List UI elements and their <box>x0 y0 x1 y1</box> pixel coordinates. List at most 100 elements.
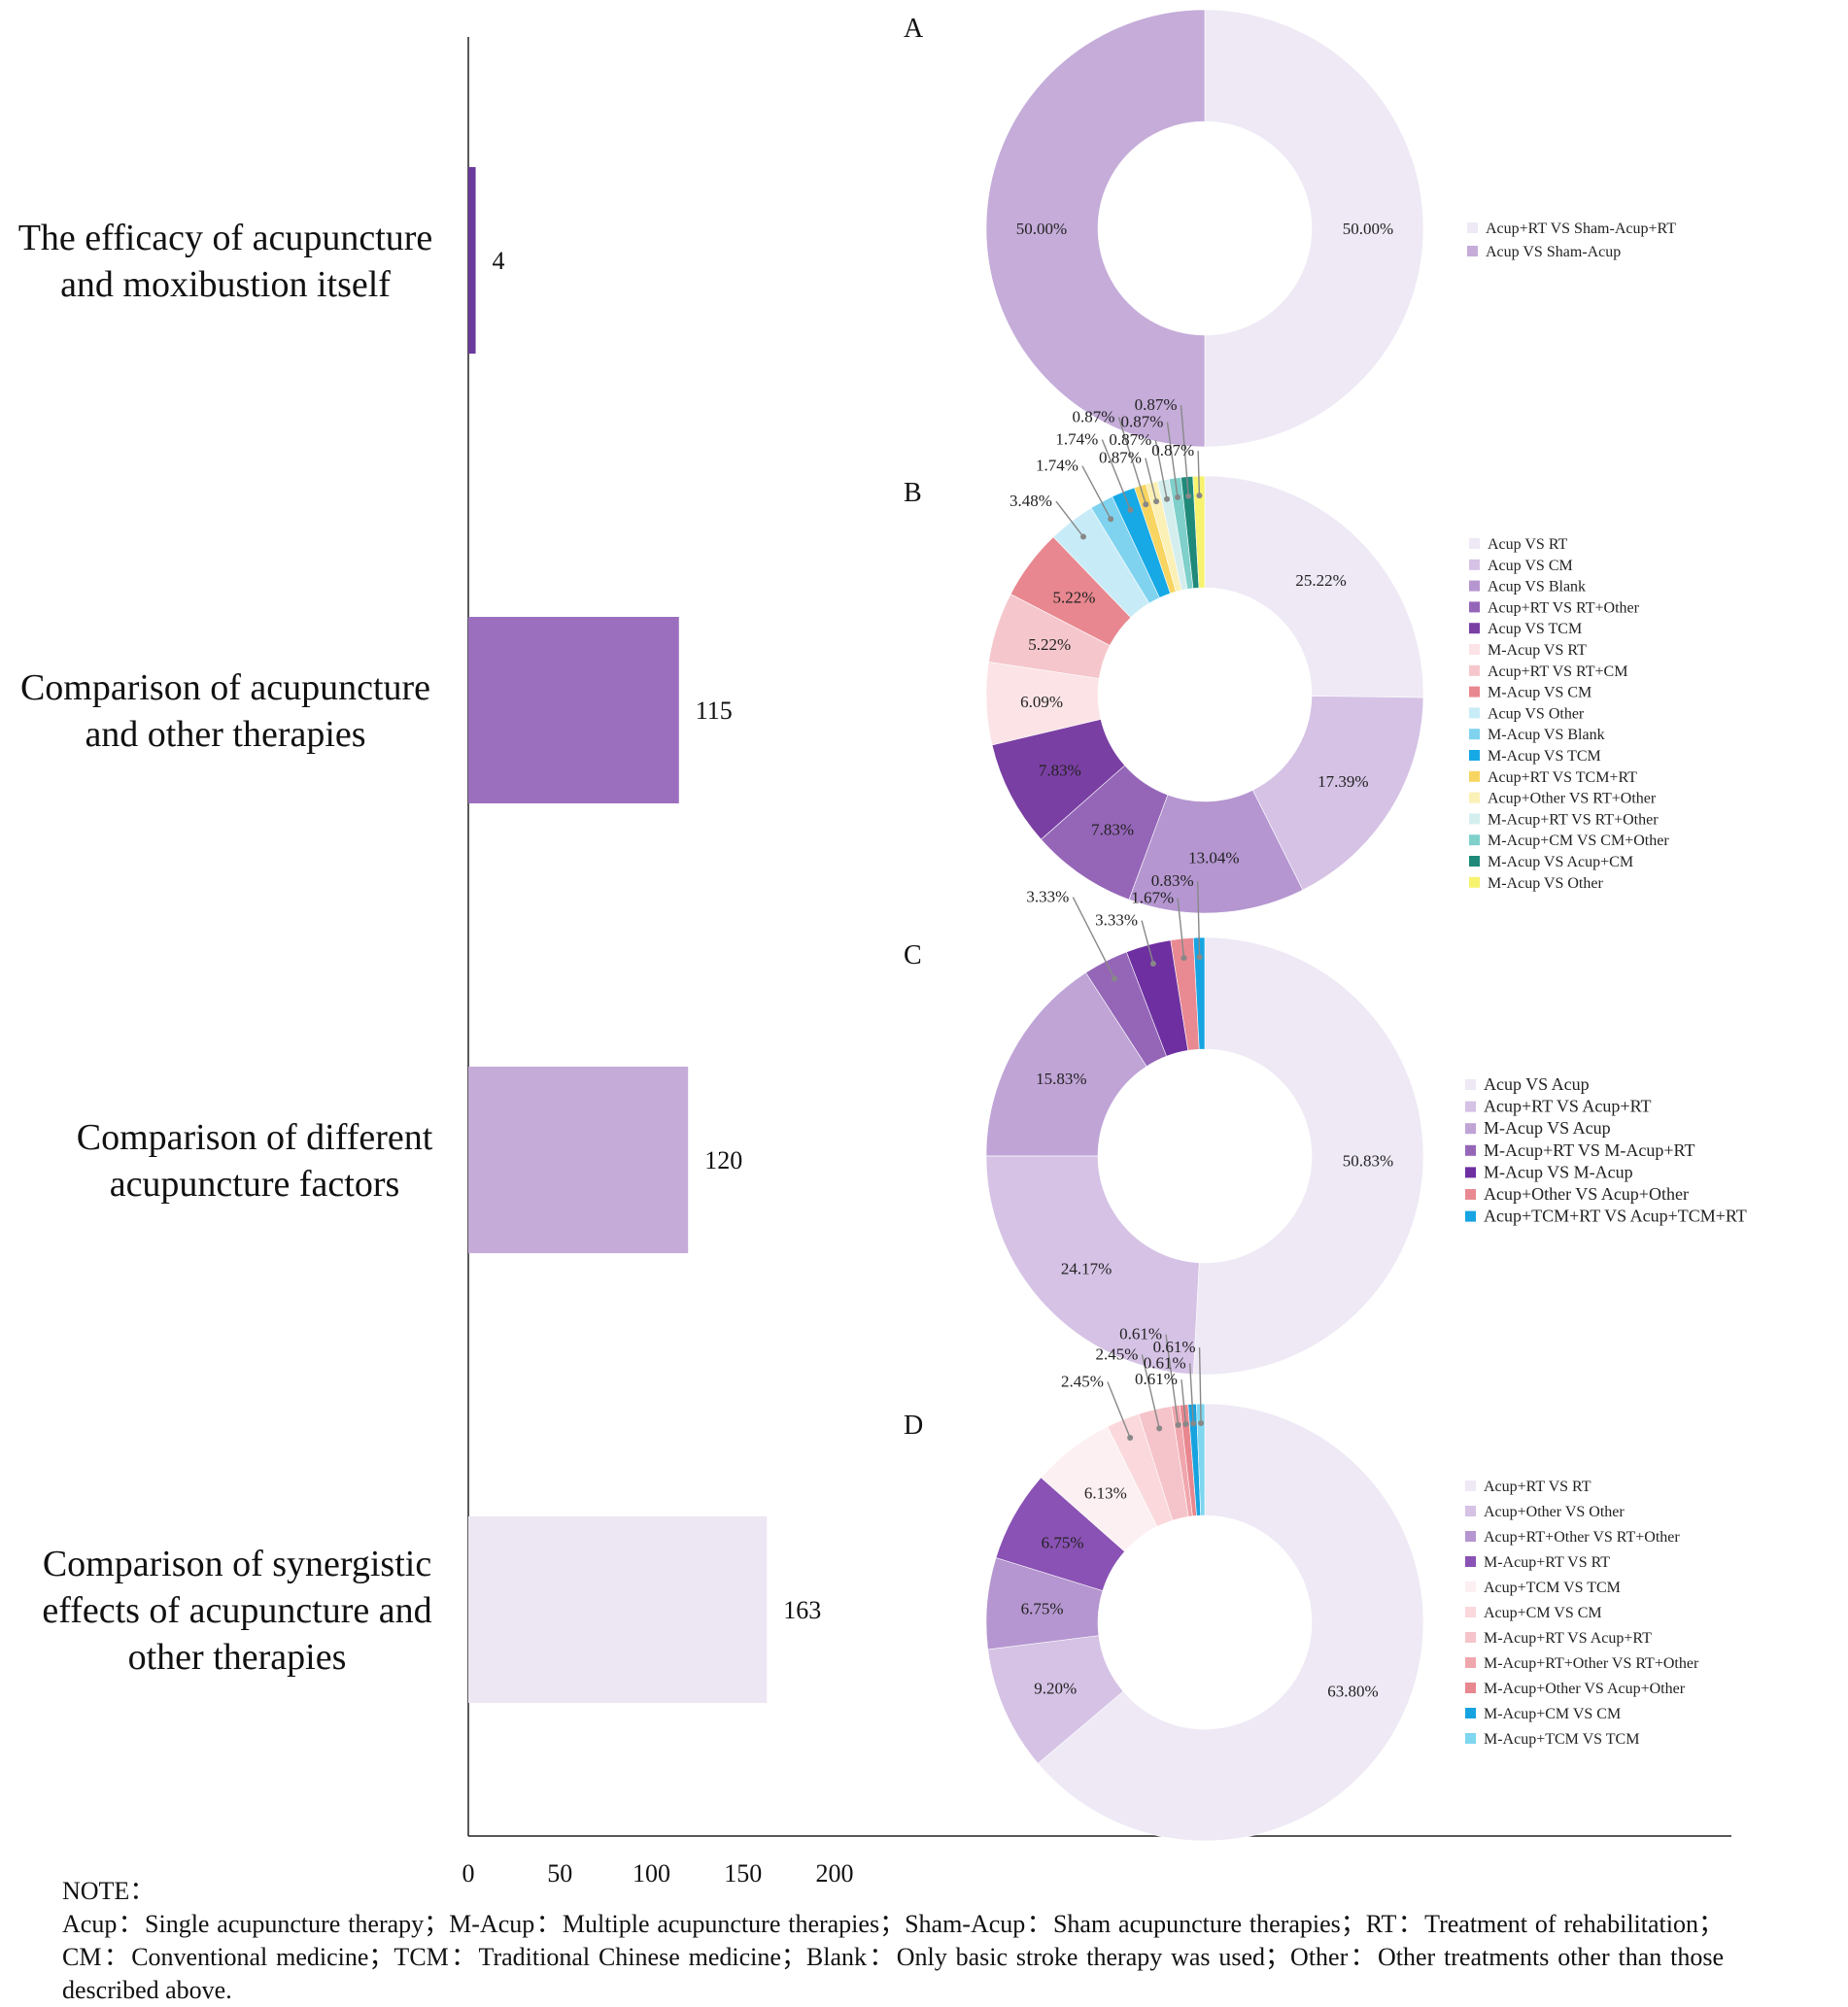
legend-label: M-Acup VS Acup+CM <box>1488 854 1633 870</box>
legend-label: Acup+Other VS RT+Other <box>1488 791 1657 807</box>
bar-value-label: 163 <box>783 1596 821 1624</box>
leader-line <box>1072 897 1115 979</box>
legend-label: Acup+RT+Other VS RT+Other <box>1484 1529 1680 1546</box>
leader-dot <box>1143 501 1149 508</box>
category-label: other therapies <box>128 1637 347 1678</box>
legend-label: Acup VS Blank <box>1488 579 1586 595</box>
legend-label: Acup VS Sham-Acup <box>1486 244 1621 260</box>
legend-swatch <box>1465 1480 1476 1491</box>
legend-swatch <box>1469 538 1480 549</box>
legend-label: Acup+RT VS Sham-Acup+RT <box>1486 221 1676 237</box>
leader-line <box>1101 439 1132 511</box>
leader-line <box>1166 422 1179 498</box>
slice-label: 0.87% <box>1151 441 1194 459</box>
bar <box>468 167 476 354</box>
bar <box>468 617 679 803</box>
leader-dot <box>1111 975 1117 982</box>
legend-label: M-Acup+TCM VS TCM <box>1484 1731 1639 1748</box>
legend-label: M-Acup VS Other <box>1488 875 1603 892</box>
legend-swatch <box>1469 580 1480 592</box>
legend-swatch <box>1465 1144 1476 1156</box>
legend-label: Acup+CM VS CM <box>1484 1605 1602 1621</box>
slice-label: 6.13% <box>1084 1484 1127 1503</box>
legend-swatch <box>1465 1607 1476 1617</box>
slice-label: 13.04% <box>1188 849 1239 867</box>
legend-label: Acup VS Acup <box>1484 1074 1590 1094</box>
slice-label: 1.74% <box>1055 429 1098 448</box>
slice-label: 0.61% <box>1153 1338 1196 1356</box>
bar-value-label: 115 <box>696 697 733 725</box>
legend-swatch <box>1465 1683 1476 1693</box>
x-tick-label: 150 <box>724 1859 762 1888</box>
slice-label: 5.22% <box>1052 588 1095 606</box>
leader-line <box>1107 1381 1131 1439</box>
legend-label: M-Acup+CM VS CM+Other <box>1488 833 1669 849</box>
legend-swatch <box>1469 623 1480 634</box>
slice-label: 0.87% <box>1109 430 1151 449</box>
panel-letter: D <box>904 1411 923 1441</box>
slice-label: 2.45% <box>1061 1372 1104 1390</box>
legend-label: Acup VS TCM <box>1488 621 1582 637</box>
slice-label: 3.33% <box>1026 888 1069 906</box>
legend-swatch <box>1469 559 1480 570</box>
leader-dot <box>1190 1420 1197 1427</box>
legend-swatch <box>1469 834 1480 846</box>
leader-line <box>1198 1347 1202 1424</box>
legend-swatch <box>1465 1733 1476 1744</box>
pie-slice <box>1204 9 1424 448</box>
leader-line <box>1165 1334 1180 1425</box>
category-label: Comparison of synergistic <box>43 1544 431 1584</box>
leader-line <box>1141 920 1154 965</box>
legend-label: M-Acup VS Blank <box>1488 727 1605 743</box>
legend-label: M-Acup+RT VS Acup+RT <box>1484 1630 1652 1647</box>
slice-label: 6.75% <box>1042 1534 1084 1552</box>
leader-line <box>1177 898 1185 959</box>
legend-label: Acup+RT VS TCM+RT <box>1488 769 1637 786</box>
note-title: NOTE： <box>62 1877 155 1905</box>
legend-swatch <box>1465 1657 1476 1668</box>
legend-swatch <box>1469 664 1480 676</box>
slice-label: 0.61% <box>1119 1325 1162 1344</box>
legend-swatch <box>1469 876 1480 888</box>
category-label: Comparison of different <box>77 1117 433 1158</box>
legend-label: Acup VS RT <box>1488 536 1568 553</box>
legend-swatch <box>1465 1708 1476 1718</box>
legend-swatch <box>1465 1582 1476 1592</box>
pie-slice <box>985 971 1147 1157</box>
slice-label: 63.80% <box>1327 1683 1378 1701</box>
legend-swatch <box>1469 813 1480 825</box>
legend-label: Acup+RT VS RT+Other <box>1488 599 1640 616</box>
pie-slice <box>1196 1403 1206 1516</box>
slice-label: 0.61% <box>1144 1353 1186 1372</box>
legend-label: Acup+RT VS RT+CM <box>1488 663 1627 680</box>
legend-label: M-Acup VS M-Acup <box>1484 1162 1633 1181</box>
leader-line <box>1145 458 1157 502</box>
legend-label: M-Acup VS RT <box>1488 642 1587 659</box>
legend-swatch <box>1469 686 1480 697</box>
legend-swatch <box>1465 1189 1476 1200</box>
slice-label: 7.83% <box>1039 761 1081 779</box>
slice-label: 3.48% <box>1010 492 1052 510</box>
x-tick-label: 100 <box>633 1859 670 1888</box>
bar-value-label: 120 <box>704 1146 742 1174</box>
slice-label: 50.00% <box>1016 220 1067 238</box>
pie-slice <box>1037 1403 1424 1842</box>
legend-swatch <box>1465 1632 1476 1643</box>
slice-label: 24.17% <box>1061 1260 1112 1278</box>
legend-swatch <box>1469 792 1480 803</box>
slice-label: 7.83% <box>1091 821 1134 839</box>
category-label: effects of acupuncture and <box>42 1590 431 1631</box>
legend-label: Acup VS Other <box>1488 705 1585 722</box>
legend-label: M-Acup+RT VS M-Acup+RT <box>1484 1140 1694 1160</box>
slice-label: 50.00% <box>1343 220 1393 238</box>
slice-label: 17.39% <box>1318 772 1368 791</box>
legend-label: M-Acup VS Acup <box>1484 1118 1611 1138</box>
legend-label: M-Acup VS TCM <box>1488 748 1601 765</box>
slice-label: 0.87% <box>1099 449 1142 467</box>
legend-label: Acup+TCM VS TCM <box>1484 1580 1621 1596</box>
legend-label: Acup+TCM+RT VS Acup+TCM+RT <box>1484 1207 1747 1226</box>
x-tick-label: 50 <box>547 1859 572 1888</box>
legend-swatch <box>1469 644 1480 655</box>
legend-swatch <box>1469 770 1480 782</box>
leader-line <box>1197 451 1201 496</box>
